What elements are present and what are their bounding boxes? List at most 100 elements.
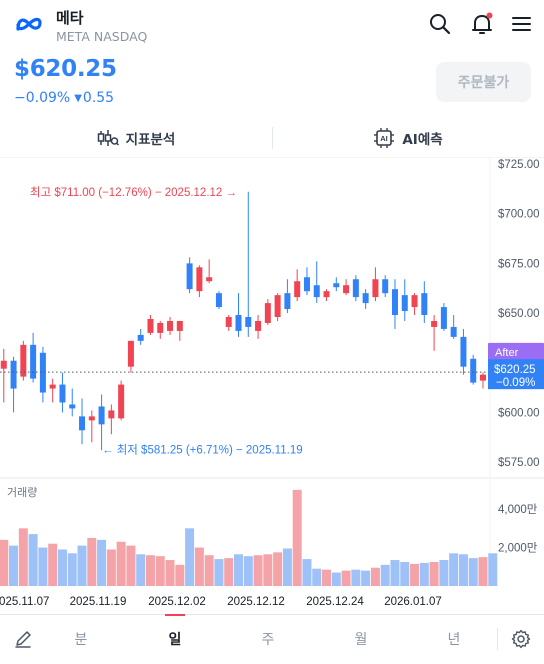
candle-body: [431, 320, 438, 327]
period-minute[interactable]: 분: [74, 632, 88, 648]
candle: [98, 394, 105, 451]
volume-bar: [273, 552, 283, 586]
candle: [30, 332, 37, 383]
candle: [480, 372, 486, 389]
volume-bar: [468, 558, 478, 586]
period-selector: 분 일 주 월 년: [0, 614, 544, 664]
candle: [255, 315, 262, 339]
search-button[interactable]: [428, 12, 452, 36]
volume-bar: [9, 545, 19, 586]
volume-bar: [77, 545, 87, 586]
candle-body: [79, 416, 86, 431]
candle-body: [470, 358, 477, 383]
candle-body: [225, 317, 232, 327]
candle: [333, 277, 340, 292]
candle-body: [167, 320, 174, 331]
candle: [450, 315, 457, 339]
order-button[interactable]: 주문불가: [436, 62, 531, 102]
volume-bar: [439, 560, 449, 586]
volume-bar: [302, 559, 312, 586]
volume-tick-label: 2,000만: [498, 542, 538, 555]
candle: [49, 378, 56, 403]
candle-body: [411, 295, 418, 308]
candle: [440, 303, 447, 331]
draw-tool-button[interactable]: [6, 615, 40, 663]
volume-bar: [449, 553, 459, 586]
tab-indicator-analysis[interactable]: 지표분석: [0, 118, 272, 158]
notification-button[interactable]: [470, 12, 494, 36]
candle-body: [0, 360, 7, 369]
after-hours-label: After: [495, 347, 519, 359]
candle-body: [186, 263, 193, 290]
volume-bar: [341, 570, 351, 586]
volume-bar: [204, 555, 214, 586]
volume-bar: [57, 549, 67, 586]
header: 메타 META NASDAQ: [0, 0, 544, 56]
volume-bar: [87, 537, 97, 586]
volume-bar: [312, 568, 322, 586]
x-axis-tick-label: 2026.01.07: [384, 596, 442, 608]
candle-body: [49, 384, 56, 389]
x-axis-tick-label: 2025.11.07: [0, 596, 49, 608]
period-week[interactable]: 주: [261, 632, 275, 648]
menu-button[interactable]: [510, 12, 534, 36]
candle-body: [10, 360, 17, 389]
candle-body: [147, 318, 154, 333]
candle-body: [206, 277, 213, 282]
y-axis-tick-label: $650.00: [498, 308, 540, 320]
candle: [39, 346, 46, 403]
period-month[interactable]: 월: [354, 632, 368, 648]
volume-bar: [97, 539, 107, 586]
volume-bar: [18, 528, 28, 586]
low-price-annotation: ← 최저 $581.25 (+6.71%) − 2025.11.19: [102, 444, 303, 457]
volume-label: 거래량: [7, 486, 37, 499]
candle: [88, 410, 95, 443]
candle: [245, 191, 252, 337]
candle-body: [294, 281, 301, 298]
current-price-badge: [488, 359, 544, 390]
chart-settings-button[interactable]: [505, 615, 537, 663]
x-axis-tick-label: 2025.12.24: [306, 596, 364, 608]
price-chart[interactable]: $725.00$700.00$675.00$650.00$625.00$600.…: [0, 158, 544, 614]
candle-body: [352, 279, 359, 298]
price-block: $620.25: [14, 56, 117, 82]
candle: [69, 388, 76, 417]
stock-ticker-exchange: META NASDAQ: [56, 29, 148, 44]
volume-bar: [370, 567, 380, 586]
candle: [0, 348, 7, 403]
candle: [382, 275, 389, 298]
high-price-annotation: 최고 $711.00 (−12.76%) − 2025.12.12 →: [30, 186, 237, 199]
y-axis-tick-label: $725.00: [498, 159, 540, 171]
candle-body: [39, 352, 46, 393]
candle: [186, 257, 193, 294]
candle: [79, 398, 86, 445]
nav-separator: [497, 628, 498, 650]
volume-bar: [322, 569, 332, 586]
current-price-label: $620.25: [494, 364, 536, 376]
volume-bar: [194, 547, 204, 586]
period-day[interactable]: 일: [168, 632, 182, 648]
volume-bar: [478, 557, 488, 586]
candle-body: [460, 336, 467, 367]
candle-body: [343, 285, 350, 294]
period-year[interactable]: 년: [447, 632, 461, 648]
candle: [215, 291, 222, 310]
candle: [431, 315, 438, 351]
volume-bar: [380, 564, 390, 586]
candle-body: [274, 295, 281, 318]
volume-bar: [28, 534, 38, 586]
volume-bar: [185, 528, 195, 586]
y-axis-tick-label: $575.00: [498, 457, 540, 469]
price-change: −0.09% ▼0.55: [14, 90, 114, 106]
candle-body: [382, 279, 389, 294]
candlestick-chart-svg[interactable]: $725.00$700.00$675.00$650.00$625.00$600.…: [0, 158, 544, 614]
candle-body: [157, 322, 164, 333]
candle-body: [235, 315, 242, 331]
analysis-tabs: 지표분석 AI AI예측: [0, 118, 544, 158]
candle-body: [333, 283, 340, 288]
candle-body: [176, 320, 183, 331]
tab-ai-prediction[interactable]: AI AI예측: [272, 118, 544, 158]
candle: [274, 293, 281, 321]
candle: [167, 317, 174, 335]
candle: [343, 279, 350, 296]
